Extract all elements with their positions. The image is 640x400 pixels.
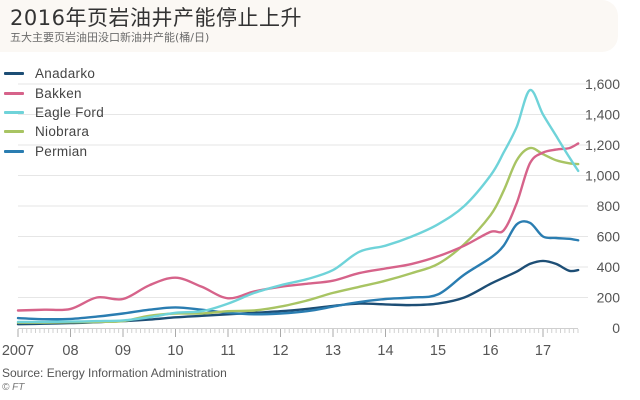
source-note: Source: Energy Information Administratio… — [2, 366, 227, 380]
x-axis: 2007 08 09 10 11 12 13 14 15 16 17 — [2, 328, 579, 359]
gridlines — [18, 83, 588, 298]
chart-subtitle: 五大主要页岩油田没口新油井产能(桶/日) — [10, 31, 210, 44]
x-tick-label: 12 — [272, 343, 288, 359]
x-tick-label: 16 — [482, 343, 498, 359]
series-line-permian — [16, 220, 580, 321]
legend: Anadarko Bakken Eagle Ford Niobrara Permian — [4, 64, 104, 161]
legend-item-bakken: Bakken — [4, 83, 104, 102]
y-tick-label: 600 — [597, 229, 621, 245]
legend-item-permian: Permian — [4, 142, 104, 161]
x-tick-label: 11 — [220, 343, 235, 359]
legend-label: Anadarko — [35, 66, 96, 82]
x-tick-label: 14 — [377, 343, 393, 359]
x-tick-label: 09 — [115, 343, 131, 359]
x-tick-label: 08 — [62, 343, 78, 359]
legend-swatch — [4, 130, 24, 134]
legend-item-anadarko: Anadarko — [4, 64, 104, 83]
x-tick-label: 2007 — [2, 343, 34, 359]
x-tick-label: 17 — [535, 343, 551, 359]
x-tick-label: 13 — [325, 343, 341, 359]
series-lines — [16, 88, 580, 326]
series-line-anadarko — [16, 259, 580, 326]
x-tick-label: 15 — [430, 343, 446, 359]
legend-swatch — [4, 91, 24, 95]
legend-label: Niobrara — [35, 124, 90, 140]
chart-title: 2016年页岩油井产能停止上升 — [10, 6, 302, 30]
y-tick-label: 1,000 — [585, 168, 620, 184]
y-tick-label: 200 — [597, 290, 621, 306]
legend-item-niobrara: Niobrara — [4, 122, 104, 141]
header-band — [0, 0, 618, 52]
legend-item-eagle-ford: Eagle Ford — [4, 103, 104, 122]
legend-label: Bakken — [35, 85, 82, 101]
y-tick-label: 800 — [597, 198, 621, 214]
y-axis-labels: 0 200 400 600 800 1,000 1,200 1,400 1,600 — [585, 76, 620, 336]
legend-label: Eagle Ford — [35, 104, 105, 120]
legend-label: Permian — [35, 143, 88, 159]
x-tick-label: 10 — [167, 343, 183, 359]
copyright-note: © FT — [2, 382, 25, 393]
y-tick-label: 0 — [612, 320, 620, 336]
series-line-bakken — [16, 142, 580, 312]
y-tick-label: 1,600 — [585, 76, 620, 92]
legend-swatch — [4, 149, 24, 153]
y-tick-label: 400 — [597, 259, 621, 275]
y-tick-label: 1,200 — [585, 137, 620, 153]
y-tick-label: 1,400 — [585, 107, 620, 123]
series-line-eagle-ford — [16, 88, 580, 324]
legend-swatch — [4, 110, 24, 114]
legend-swatch — [4, 72, 24, 76]
